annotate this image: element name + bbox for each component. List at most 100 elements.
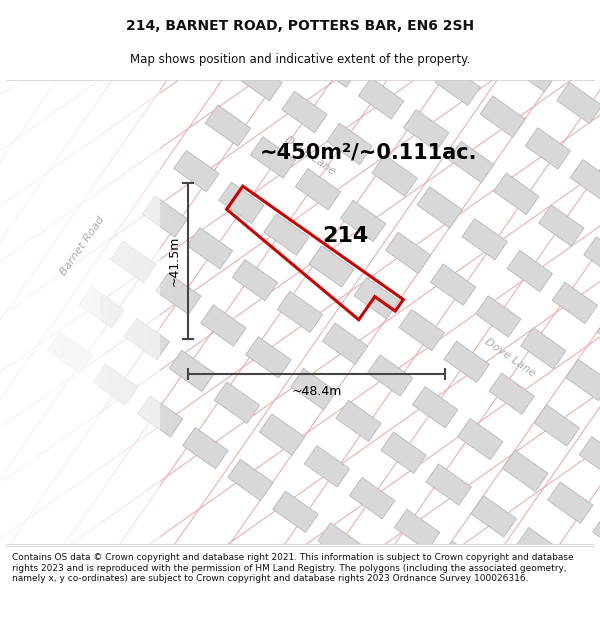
Bar [0, 80, 164, 544]
Polygon shape [431, 264, 476, 305]
Polygon shape [173, 151, 219, 192]
Polygon shape [273, 491, 318, 532]
Polygon shape [309, 246, 354, 287]
Text: Contains OS data © Crown copyright and database right 2021. This information is : Contains OS data © Crown copyright and d… [12, 554, 574, 583]
Polygon shape [449, 141, 494, 182]
Polygon shape [507, 251, 553, 292]
Text: Dove Lane: Dove Lane [483, 336, 537, 378]
Bar [0, 80, 76, 544]
Polygon shape [399, 309, 445, 351]
Polygon shape [476, 296, 521, 337]
Bar [0, 80, 52, 544]
Bar [0, 80, 148, 544]
Polygon shape [471, 496, 517, 537]
Text: Dove Lane: Dove Lane [283, 134, 337, 177]
Polygon shape [295, 169, 341, 210]
Polygon shape [439, 541, 485, 582]
Polygon shape [381, 432, 427, 473]
Polygon shape [182, 428, 228, 469]
Bar [0, 80, 116, 544]
Polygon shape [187, 228, 233, 269]
Polygon shape [552, 282, 598, 324]
Polygon shape [214, 382, 260, 423]
Polygon shape [219, 182, 264, 224]
Polygon shape [201, 305, 246, 346]
Polygon shape [503, 450, 548, 491]
Polygon shape [385, 232, 431, 274]
Polygon shape [228, 459, 273, 501]
Polygon shape [322, 323, 368, 364]
Bar [0, 80, 108, 544]
Polygon shape [232, 259, 278, 301]
Polygon shape [372, 155, 418, 196]
Polygon shape [412, 387, 458, 428]
Bar [0, 80, 132, 544]
Bar [0, 80, 28, 544]
Bar [0, 80, 156, 544]
Polygon shape [336, 400, 381, 441]
Polygon shape [597, 314, 600, 355]
Polygon shape [579, 437, 600, 478]
Polygon shape [521, 328, 566, 369]
Polygon shape [313, 46, 359, 88]
Bar [0, 80, 36, 544]
Polygon shape [354, 278, 399, 319]
Polygon shape [250, 137, 296, 178]
Polygon shape [444, 341, 490, 382]
Polygon shape [264, 214, 309, 255]
Polygon shape [570, 159, 600, 201]
Bar [0, 80, 44, 544]
Polygon shape [561, 559, 600, 601]
Polygon shape [534, 405, 580, 446]
Polygon shape [426, 464, 472, 505]
Polygon shape [467, 19, 512, 60]
Polygon shape [512, 51, 557, 92]
Polygon shape [516, 528, 562, 569]
Polygon shape [367, 355, 413, 396]
Bar [0, 80, 100, 544]
Polygon shape [277, 291, 323, 332]
Polygon shape [282, 91, 327, 132]
Polygon shape [259, 414, 305, 455]
Polygon shape [358, 78, 404, 119]
Polygon shape [340, 201, 386, 242]
Bar [0, 80, 20, 544]
Text: ~48.4m: ~48.4m [292, 385, 341, 398]
Polygon shape [137, 396, 183, 437]
Bar [0, 80, 60, 544]
Polygon shape [557, 82, 600, 124]
Polygon shape [169, 350, 215, 391]
Polygon shape [349, 478, 395, 519]
Polygon shape [480, 96, 526, 138]
Bar [0, 80, 124, 544]
Polygon shape [566, 359, 600, 401]
Text: ~450m²/~0.111ac.: ~450m²/~0.111ac. [260, 142, 478, 162]
Polygon shape [584, 237, 600, 278]
Polygon shape [458, 419, 503, 460]
Bar [0, 80, 68, 544]
Bar [0, 80, 140, 544]
Polygon shape [327, 123, 372, 164]
Polygon shape [435, 64, 481, 106]
Polygon shape [485, 573, 530, 614]
Polygon shape [588, 37, 600, 78]
Polygon shape [47, 332, 93, 373]
Polygon shape [363, 555, 408, 596]
Polygon shape [155, 273, 201, 314]
Polygon shape [489, 373, 535, 414]
Polygon shape [142, 196, 188, 237]
Polygon shape [237, 59, 282, 101]
Text: Map shows position and indicative extent of the property.: Map shows position and indicative extent… [130, 54, 470, 66]
Polygon shape [462, 219, 508, 260]
Polygon shape [124, 319, 169, 360]
Polygon shape [291, 369, 336, 410]
Polygon shape [403, 109, 449, 151]
Text: ~41.5m: ~41.5m [167, 236, 181, 286]
Polygon shape [268, 14, 314, 56]
Bar [0, 80, 172, 544]
Polygon shape [246, 337, 291, 378]
Bar [0, 80, 92, 544]
Polygon shape [92, 364, 138, 405]
Polygon shape [525, 127, 571, 169]
Polygon shape [548, 482, 593, 523]
